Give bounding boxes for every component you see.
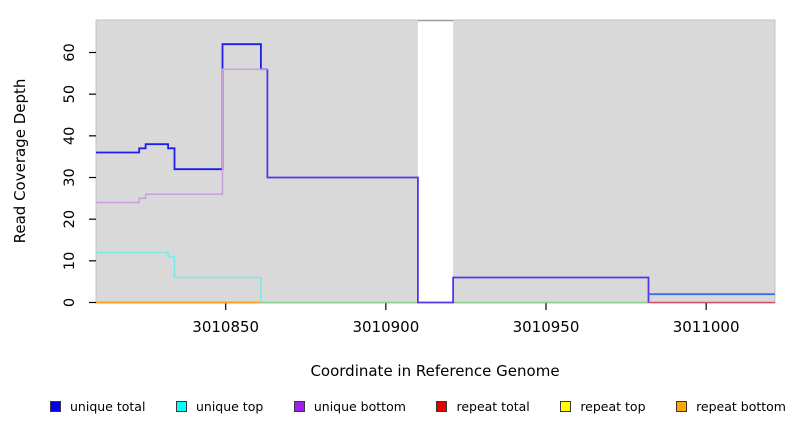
x-tick-label-3010950: 3010950 (513, 318, 580, 336)
legend-swatch-repeat-total (436, 401, 448, 412)
y-tick-label-0: 0 (62, 298, 78, 307)
legend-swatch-unique-top (175, 401, 187, 412)
legend-swatch-unique-total (50, 401, 61, 412)
legend-item-unique-total: unique total (50, 399, 145, 414)
legend-label: unique top (195, 399, 264, 414)
x-tick-label-3010900: 3010900 (352, 318, 419, 336)
y-axis-title: Read Coverage Depth (11, 78, 29, 244)
legend-item-repeat-total: repeat total (436, 399, 530, 414)
legend-label: repeat top (580, 399, 646, 414)
x-tick-label-3011000: 3011000 (673, 318, 740, 336)
y-tick-label-60: 60 (62, 43, 78, 61)
y-tick-label-50: 50 (62, 85, 78, 103)
legend-label: unique bottom (313, 399, 406, 414)
legend: unique total unique top unique bottom repea… (50, 399, 786, 414)
legend-swatch-unique-bottom (293, 401, 305, 412)
y-tick-label-30: 30 (62, 168, 78, 186)
x-tick-label-3010850: 3010850 (192, 318, 259, 336)
coverage-gap-region (417, 19, 454, 304)
legend-item-unique-bottom: unique bottom (293, 399, 406, 414)
x-axis-title: Coordinate in Reference Genome (310, 362, 560, 380)
series-unique-total (96, 43, 268, 171)
legend-item-repeat-top: repeat top (560, 399, 646, 414)
legend-item-unique-top: unique top (175, 399, 264, 414)
legend-swatch-repeat-top (560, 401, 572, 412)
y-tick-label-10: 10 (62, 252, 78, 270)
legend-swatch-repeat-bottom (676, 401, 688, 412)
series-unique-top (96, 251, 262, 303)
legend-label: repeat bottom (696, 399, 786, 414)
y-tick-label-20: 20 (62, 210, 78, 228)
series-unique-total-bottom-overlap (266, 69, 650, 304)
legend-label: unique total (70, 399, 146, 414)
series-unique-bottom (96, 68, 268, 204)
legend-item-repeat-bottom: repeat bottom (676, 399, 786, 414)
legend-label: repeat total (456, 399, 530, 414)
y-tick-label-40: 40 (62, 127, 78, 145)
